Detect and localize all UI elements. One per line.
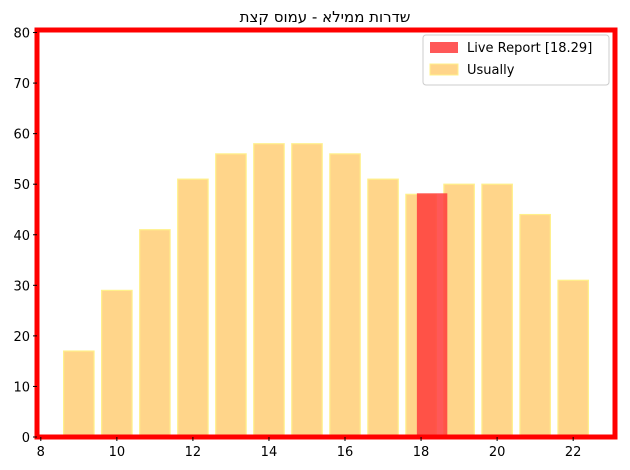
- y-tick-label: 70: [13, 77, 30, 92]
- y-axis-ticks: 0 10 20 30 40 50 60 70 80: [13, 27, 37, 446]
- x-tick-label: 10: [109, 445, 126, 460]
- y-tick-label: 30: [13, 279, 30, 294]
- chart-title: שדרות ממילא - עמוס קצת: [240, 8, 411, 26]
- usually-bars: [63, 143, 589, 438]
- y-tick-label: 0: [22, 431, 30, 446]
- usually-bar: [557, 279, 589, 438]
- legend-swatch-live-report: [430, 42, 458, 53]
- y-tick-label: 60: [13, 128, 30, 143]
- usually-bar: [329, 153, 361, 438]
- y-tick-label: 10: [13, 380, 30, 395]
- usually-bar: [291, 143, 323, 438]
- legend-label-usually: Usually: [467, 63, 515, 78]
- x-tick-label: 16: [337, 445, 354, 460]
- x-tick-label: 22: [565, 445, 582, 460]
- y-tick-label: 50: [13, 178, 30, 193]
- usually-bar: [63, 350, 95, 438]
- usually-bar: [519, 213, 551, 438]
- y-tick-label: 20: [13, 330, 30, 345]
- plot-frame: [34, 27, 618, 440]
- x-tick-label: 14: [261, 445, 278, 460]
- x-tick-label: 18: [413, 445, 430, 460]
- usually-bar: [481, 183, 513, 438]
- legend: Live Report [18.29] Usually: [422, 34, 610, 86]
- live-report-bars: [416, 193, 448, 437]
- x-tick-label: 12: [185, 445, 202, 460]
- live-report-bar: [416, 193, 448, 437]
- x-tick-label: 8: [37, 445, 45, 460]
- usually-bar: [253, 143, 285, 438]
- usually-bar: [177, 178, 209, 438]
- legend-swatch-usually: [429, 63, 459, 76]
- y-tick-label: 80: [13, 27, 30, 42]
- usually-bar: [139, 229, 171, 438]
- legend-box: [422, 34, 610, 86]
- usually-bar: [101, 289, 133, 438]
- usually-bar: [367, 178, 399, 438]
- y-tick-label: 40: [13, 229, 30, 244]
- usually-bar: [215, 153, 247, 438]
- legend-label-live-report: Live Report [18.29]: [467, 41, 592, 56]
- usually-bar: [443, 183, 475, 438]
- x-tick-label: 20: [489, 445, 506, 460]
- x-axis-ticks: 8 10 12 14 16 18 20 22: [37, 437, 582, 460]
